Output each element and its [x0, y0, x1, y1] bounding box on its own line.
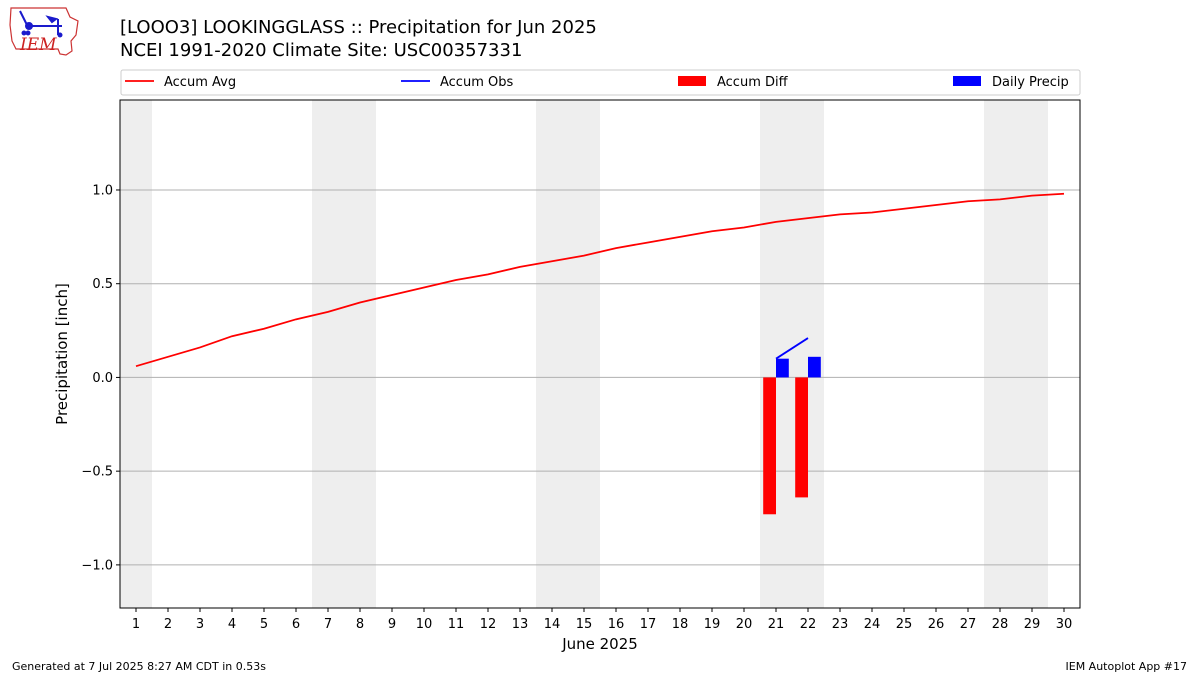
legend-label: Daily Precip — [992, 75, 1069, 90]
plot-frame — [119, 99, 1081, 609]
y-tick-label: −0.5 — [81, 465, 113, 480]
x-tick-label: 24 — [864, 617, 881, 632]
x-tick-label: 1 — [132, 617, 140, 632]
y-tick-label: 0.5 — [92, 277, 113, 292]
x-tick-label: 29 — [1024, 617, 1041, 632]
x-tick-label: 9 — [388, 617, 396, 632]
line-accum-avg — [135, 192, 1065, 368]
series-lines — [135, 192, 1065, 368]
x-tick-label: 22 — [800, 617, 817, 632]
x-tick-label: 11 — [448, 617, 465, 632]
x-tick-label: 12 — [480, 617, 497, 632]
iem-logo: IEM — [9, 7, 79, 56]
legend-label: Accum Avg — [164, 75, 236, 90]
weekend-shading — [120, 100, 1048, 608]
x-tick-label: 7 — [324, 617, 332, 632]
x-tick-label: 14 — [544, 617, 561, 632]
x-tick-label: 26 — [928, 617, 945, 632]
weekend-band — [760, 100, 824, 608]
x-tick-label: 2 — [164, 617, 172, 632]
x-tick-label: 13 — [512, 617, 529, 632]
x-tick-label: 21 — [768, 617, 785, 632]
y-tick-label: 0.0 — [92, 371, 113, 386]
legend-swatch — [678, 76, 706, 86]
chart-title: [LOOO3] LOOKINGGLASS :: Precipitation fo… — [120, 17, 597, 38]
legend: Accum Avg Accum Obs Accum Diff Daily Precip — [120, 69, 1081, 96]
y-tick-label: −1.0 — [81, 558, 113, 573]
weekend-band — [120, 100, 152, 608]
logo-text: IEM — [19, 35, 57, 55]
line-accum-obs — [775, 337, 809, 360]
x-tick-label: 4 — [228, 617, 236, 632]
x-tick-label: 17 — [640, 617, 657, 632]
y-axis-label: Precipitation [inch] — [53, 283, 71, 425]
x-tick-label: 3 — [196, 617, 204, 632]
x-tick-label: 27 — [960, 617, 977, 632]
bars — [763, 356, 821, 515]
weekend-band — [312, 100, 376, 608]
x-tick-label: 10 — [416, 617, 433, 632]
gridlines — [120, 189, 1080, 566]
bar-daily-precip — [808, 356, 821, 378]
x-tick-label: 18 — [672, 617, 689, 632]
x-tick-label: 25 — [896, 617, 913, 632]
x-axis-label: June 2025 — [561, 635, 638, 653]
app-label: IEM Autoplot App #17 — [1065, 660, 1188, 673]
x-tick-label: 28 — [992, 617, 1009, 632]
bar-daily-precip — [776, 358, 789, 378]
chart-subtitle: NCEI 1991-2020 Climate Site: USC00357331 — [120, 40, 523, 61]
x-tick-label: 20 — [736, 617, 753, 632]
legend-label: Accum Obs — [440, 75, 513, 90]
legend-swatch — [953, 76, 981, 86]
x-tick-label: 5 — [260, 617, 268, 632]
generated-timestamp: Generated at 7 Jul 2025 8:27 AM CDT in 0… — [12, 660, 266, 673]
weekend-band — [984, 100, 1048, 608]
x-axis: 1 2 3 4 5 6 7 8 9 10 11 12 13 14 15 16 17 18 19 20 21 22 23 24 2… — [132, 608, 1072, 632]
legend-label: Accum Diff — [717, 75, 789, 90]
x-tick-label: 19 — [704, 617, 721, 632]
x-tick-label: 6 — [292, 617, 300, 632]
x-tick-label: 16 — [608, 617, 625, 632]
x-tick-label: 8 — [356, 617, 364, 632]
x-tick-label: 23 — [832, 617, 849, 632]
weekend-band — [536, 100, 600, 608]
bar-accum-diff — [763, 377, 776, 515]
bar-accum-diff — [795, 377, 808, 498]
y-tick-label: 1.0 — [92, 183, 113, 198]
x-tick-label: 30 — [1056, 617, 1073, 632]
y-axis: −1.0 −0.5 0.0 0.5 1.0 — [81, 183, 120, 573]
x-tick-label: 15 — [576, 617, 593, 632]
